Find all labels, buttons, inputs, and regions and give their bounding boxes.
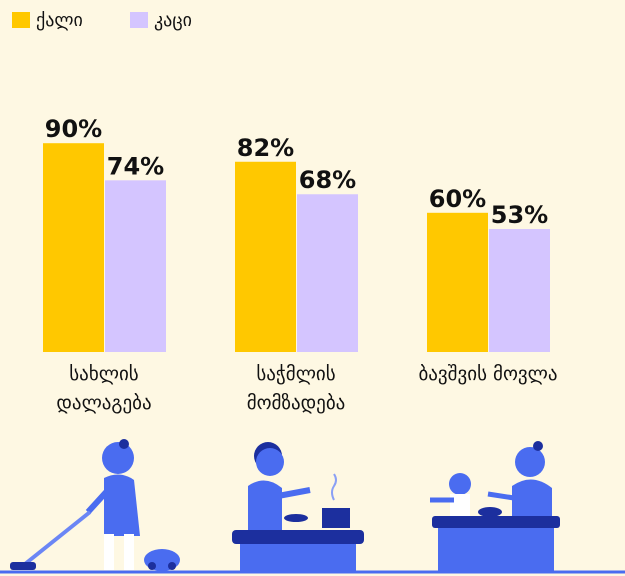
- illustrations: [0, 439, 625, 572]
- cleaning-figure: [10, 439, 180, 571]
- value-label: 82%: [237, 134, 294, 162]
- value-label: 60%: [429, 185, 486, 213]
- value-label: 53%: [491, 201, 548, 229]
- cooking-figure: [232, 442, 364, 572]
- legend-swatch: [130, 12, 148, 28]
- bar: [235, 162, 296, 352]
- bar: [297, 194, 358, 352]
- legend-label: კაცი: [154, 10, 192, 31]
- childcare-figure: [430, 441, 560, 572]
- category-label: საჭმლის მომზადება: [221, 360, 371, 418]
- value-label: 90%: [45, 115, 102, 143]
- category-label: ბავშვის მოვლა: [413, 360, 563, 389]
- bar: [43, 143, 104, 352]
- bar: [105, 180, 166, 352]
- value-label: 74%: [107, 152, 164, 180]
- legend-label: ქალი: [36, 10, 83, 31]
- bar: [489, 229, 550, 352]
- legend-swatch: [12, 12, 30, 28]
- bar: [427, 213, 488, 352]
- value-label: 68%: [299, 166, 356, 194]
- page: ქალი კაცი 90%74% 82%68% 60%53% სახლის დალაგე…: [0, 0, 625, 576]
- category-label: სახლის დალაგება: [29, 360, 179, 418]
- chart: ქალი კაცი 90%74% 82%68% 60%53%: [0, 0, 625, 576]
